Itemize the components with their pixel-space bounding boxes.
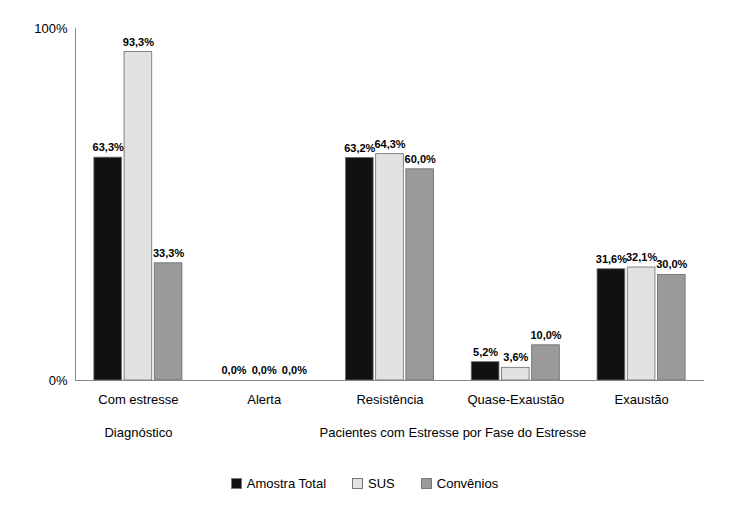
svg-text:33,3%: 33,3% <box>153 247 184 259</box>
svg-text:Alerta: Alerta <box>247 392 282 407</box>
svg-text:0,0%: 0,0% <box>252 364 277 376</box>
svg-text:64,3%: 64,3% <box>374 138 405 150</box>
svg-text:Resistência: Resistência <box>356 392 424 407</box>
svg-text:Pacientes com Estresse por Fas: Pacientes com Estresse por Fase do Estre… <box>320 425 587 440</box>
svg-text:Exaustão: Exaustão <box>614 392 668 407</box>
html-text:Convênios: Convênios <box>436 476 499 491</box>
svg-text:63,3%: 63,3% <box>93 141 124 153</box>
svg-text:60,0%: 60,0% <box>405 153 436 165</box>
svg-text:5,2%: 5,2% <box>473 346 498 358</box>
svg-text:Diagnóstico: Diagnóstico <box>104 425 172 440</box>
svg-text:0%: 0% <box>49 373 68 388</box>
svg-text:63,2%: 63,2% <box>344 142 375 154</box>
svg-text:0,0%: 0,0% <box>221 364 246 376</box>
svg-text:3,6%: 3,6% <box>503 351 528 363</box>
svg-text:10,0%: 10,0% <box>530 329 561 341</box>
svg-text:32,1%: 32,1% <box>626 251 657 263</box>
svg-text:30,0%: 30,0% <box>656 258 687 270</box>
svg-text:0,0%: 0,0% <box>282 364 307 376</box>
svg-text:Quase-Exaustão: Quase-Exaustão <box>467 392 564 407</box>
svg-text:100%: 100% <box>34 21 68 36</box>
svg-text:31,6%: 31,6% <box>596 253 627 265</box>
svg-text:Com estresse: Com estresse <box>98 392 178 407</box>
html-text:Amostra Total: Amostra Total <box>246 476 326 491</box>
svg-text:93,3%: 93,3% <box>123 36 154 48</box>
html-text:SUS: SUS <box>368 476 395 491</box>
